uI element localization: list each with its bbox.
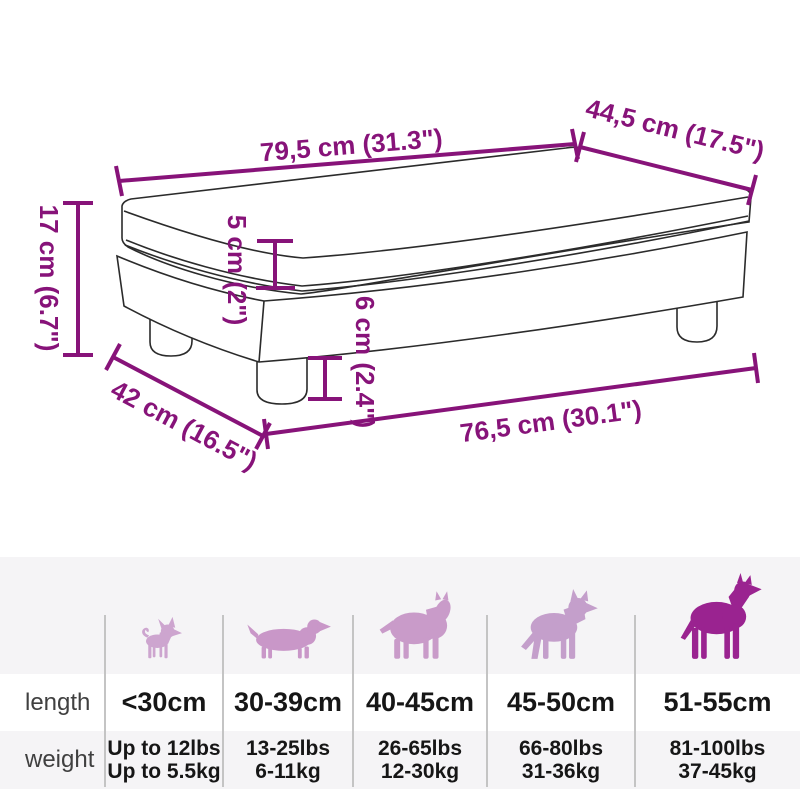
- weight-kg: 12-30kg: [380, 760, 460, 783]
- weight-kg: 37-45kg: [678, 760, 757, 783]
- column-divider: [352, 615, 354, 787]
- dimension-lines: [63, 128, 760, 450]
- size-column-xl: [635, 557, 800, 674]
- length-row-label: length: [25, 688, 91, 716]
- bull-terrier-icon: [379, 591, 451, 659]
- chihuahua-icon: [142, 616, 182, 659]
- size-column-l: [487, 557, 635, 674]
- pet-bed-line-drawing: 79,5 cm (31.3") 44,5 cm (17.5") 17 cm (6…: [34, 93, 768, 477]
- column-divider: [486, 615, 488, 787]
- weight-value: 26-65lbs 12-30kg: [353, 731, 487, 789]
- weight-lbs: 26-65lbs: [377, 737, 463, 760]
- weight-kg: 6-11kg: [255, 760, 321, 783]
- weight-value: 13-25lbs 6-11kg: [223, 731, 353, 789]
- size-column-s: [223, 557, 353, 674]
- column-divider: [634, 615, 636, 787]
- dog-icon-row: [0, 557, 800, 674]
- length-value: <30cm: [121, 687, 207, 717]
- length-value: 30-39cm: [233, 687, 343, 717]
- weight-kg: 31-36kg: [521, 760, 601, 783]
- weight-lbs: 66-80lbs: [518, 737, 604, 760]
- size-column-xs: [105, 557, 223, 674]
- dachshund-icon: [247, 619, 331, 659]
- dim-total-height: 17 cm (6.7"): [34, 205, 64, 352]
- dog-size-chart: length <30cm 30-39cm 40-45cm 45-50cm 51-…: [0, 557, 800, 789]
- dim-bottom-width: 76,5 cm (30.1"): [458, 394, 643, 448]
- length-value: 51-55cm: [663, 687, 772, 717]
- column-divider: [222, 615, 224, 787]
- dimension-diagram: 79,5 cm (31.3") 44,5 cm (17.5") 17 cm (6…: [34, 93, 768, 477]
- weight-row: weight Up to 12lbs Up to 5.5kg 13-25lbs …: [0, 731, 800, 789]
- dim-leg-height: 6 cm (2.4"): [350, 296, 380, 428]
- great-dane-icon: [680, 573, 762, 659]
- length-value: 40-45cm: [365, 687, 475, 717]
- weight-lbs: 81-100lbs: [669, 737, 766, 760]
- size-column-m: [353, 557, 487, 674]
- icon-spacer: [0, 557, 105, 674]
- weight-value: 66-80lbs 31-36kg: [487, 731, 635, 789]
- weight-lbs: 13-25lbs: [245, 737, 331, 760]
- weight-value: 81-100lbs 37-45kg: [635, 731, 800, 789]
- length-value: 45-50cm: [506, 687, 616, 717]
- weight-row-label: weight: [25, 746, 95, 773]
- bed-base: [116, 231, 748, 363]
- column-divider: [104, 615, 106, 787]
- dim-cushion-thickness: 5 cm (2"): [222, 215, 252, 326]
- weight-kg: Up to 5.5kg: [107, 760, 221, 783]
- weight-lbs: Up to 12lbs: [107, 737, 221, 760]
- length-row: length <30cm 30-39cm 40-45cm 45-50cm 51-…: [0, 674, 800, 731]
- weight-value: Up to 12lbs Up to 5.5kg: [105, 731, 223, 789]
- german-shepherd-icon: [520, 589, 598, 659]
